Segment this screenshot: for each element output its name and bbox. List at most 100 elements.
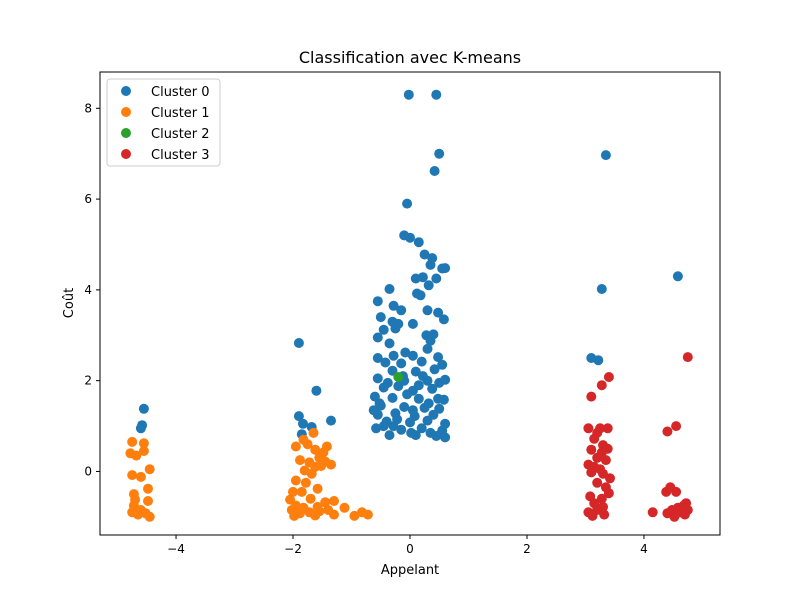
cluster-3-point [596, 380, 607, 391]
cluster-0-point [407, 350, 418, 361]
cluster-0-point [380, 357, 391, 368]
cluster-0-point [431, 89, 442, 100]
cluster-0-point [390, 323, 401, 334]
x-tick-label: 2 [523, 542, 531, 556]
cluster-0-point [596, 284, 607, 294]
cluster-3-point [592, 452, 603, 463]
legend-label: Cluster 3 [151, 148, 210, 163]
cluster-0-point [425, 427, 436, 438]
legend-label: Cluster 1 [151, 106, 210, 121]
cluster-1-point [339, 502, 350, 513]
cluster-1-point [326, 459, 336, 470]
cluster-1-point [290, 475, 301, 486]
cluster-3-point [586, 444, 597, 455]
cluster-1-point [305, 493, 316, 504]
cluster-0-point [396, 358, 407, 369]
chart-title: Classification avec K-means [299, 48, 521, 67]
cluster-0-point [402, 389, 413, 400]
cluster-0-point [393, 381, 404, 392]
cluster-1-point [138, 446, 149, 456]
cluster-0-point [438, 314, 449, 325]
cluster-0-point [417, 371, 428, 382]
cluster-0-point [600, 150, 611, 161]
cluster-0-point [368, 405, 379, 416]
cluster-0-point [423, 398, 434, 409]
cluster-0-point [440, 432, 451, 443]
cluster-3-point [671, 486, 682, 497]
cluster-3-point [647, 507, 658, 518]
cluster-0-point [417, 272, 428, 283]
cluster-3-point [669, 511, 680, 522]
cluster-3-point [600, 455, 611, 466]
cluster-1-point [310, 444, 321, 455]
cluster-0-point [403, 89, 414, 100]
cluster-1-point [131, 450, 142, 461]
cluster-0-point [384, 284, 395, 294]
cluster-0-point [423, 280, 434, 291]
cluster-1-point [312, 483, 323, 494]
cluster-1-point [362, 509, 373, 520]
cluster-1-point [133, 509, 143, 520]
cluster-0-point [422, 415, 433, 426]
cluster-1-point [349, 510, 360, 521]
cluster-0-point [672, 271, 683, 282]
cluster-3-point [589, 433, 600, 444]
cluster-3-point [596, 493, 607, 504]
cluster-3-point [583, 423, 594, 434]
cluster-0-point [387, 392, 398, 403]
cluster-1-point [329, 496, 339, 506]
cluster-1-point [144, 464, 155, 475]
legend-label: Cluster 2 [151, 127, 210, 142]
cluster-0-point [298, 418, 308, 429]
legend-marker [121, 107, 131, 117]
cluster-0-point [382, 377, 393, 388]
cluster-0-point [413, 380, 424, 391]
cluster-1-point [138, 438, 149, 449]
cluster-3-point [671, 421, 682, 432]
cluster-0-point [293, 411, 304, 422]
cluster-0-point [407, 318, 418, 329]
cluster-1-point [290, 441, 301, 452]
cluster-3-point [602, 423, 613, 434]
cluster-0-point [396, 424, 407, 435]
x-tick-label: −4 [167, 542, 185, 556]
cluster-0-point [384, 430, 395, 441]
cluster-1-point [316, 461, 327, 471]
cluster-3-point [662, 426, 673, 437]
cluster-3-point [592, 477, 603, 488]
cluster-0-point [434, 148, 445, 159]
cluster-0-point [388, 350, 399, 361]
cluster-1-point [302, 439, 313, 450]
y-axis: 0 2 4 6 8 [84, 101, 100, 478]
cluster-1-point [295, 455, 305, 466]
cluster-1-point [306, 468, 317, 479]
y-tick-label: 4 [84, 283, 92, 297]
cluster-0-point [372, 296, 383, 307]
cluster-0-point [405, 417, 415, 428]
cluster-0-point [406, 427, 417, 438]
cluster-1-point [296, 486, 307, 497]
y-tick-label: 8 [84, 101, 92, 115]
cluster-0-point [400, 347, 411, 358]
y-tick-label: 2 [84, 374, 92, 388]
cluster-3-point [661, 486, 672, 497]
cluster-0-point [437, 263, 448, 274]
x-tick-label: 4 [640, 542, 648, 556]
cluster-0-point [405, 232, 415, 243]
cluster-1-point [135, 471, 146, 482]
cluster-0-point [427, 383, 438, 394]
cluster-1-point [308, 427, 319, 438]
cluster-1-point [289, 510, 300, 521]
cluster-0-point [372, 332, 383, 343]
cluster-0-point [431, 273, 442, 284]
cluster-1-point [127, 470, 138, 481]
cluster-0-point [384, 338, 395, 349]
cluster-0-point [425, 335, 436, 346]
points-layer [125, 89, 693, 522]
cluster-3-point [586, 391, 597, 402]
y-tick-label: 6 [84, 192, 92, 206]
cluster-3-point [682, 352, 693, 363]
cluster-0-point [388, 421, 399, 432]
cluster-3-point [603, 372, 614, 382]
